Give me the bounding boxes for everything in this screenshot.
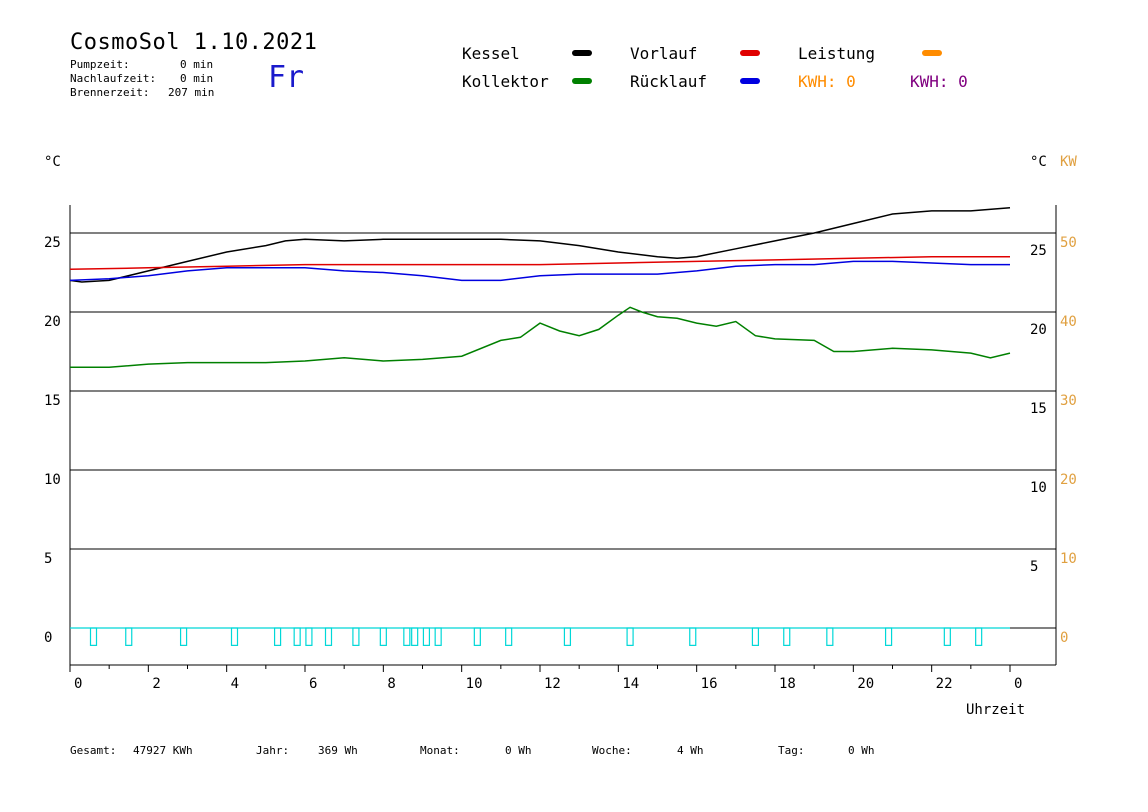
pump-pulse — [751, 627, 760, 646]
series-kollektor-line — [70, 306, 1011, 369]
x-tick-label: 16 — [701, 676, 718, 692]
nachlaufzeit-value: 0 min — [180, 72, 214, 85]
y-tick-label-left: 5 — [44, 551, 52, 567]
pump-pulse — [89, 627, 98, 646]
footer-tag-value: 0 Wh — [848, 744, 875, 757]
legend-kessel-swatch — [572, 50, 592, 56]
pump-pulse — [179, 627, 188, 646]
pump-pulse — [293, 627, 301, 646]
y-unit-right: °C — [1030, 154, 1047, 170]
pump-pulse — [943, 627, 951, 646]
pump-pulse — [689, 627, 697, 646]
series-ruecklauf-line — [69, 260, 1010, 282]
pump-pulse — [626, 627, 634, 646]
y-tick-label-kw: 50 — [1060, 235, 1077, 251]
pump-pulse — [125, 627, 133, 646]
pump-pulse — [434, 627, 442, 646]
pump-pulse — [324, 627, 333, 646]
series-kessel-line — [69, 206, 1011, 283]
x-tick-label: 8 — [387, 676, 395, 692]
pump-pulse — [826, 627, 834, 646]
legend-kollektor-swatch — [572, 78, 592, 84]
legend-leistung-swatch — [922, 50, 942, 56]
nachlaufzeit-label: Nachlaufzeit: — [70, 72, 157, 85]
x-tick-label: 22 — [936, 676, 953, 692]
footer-gesamt-value: 47927 KWh — [133, 744, 193, 757]
y-tick-label-kw: 20 — [1060, 472, 1077, 488]
pump-pulse — [273, 627, 282, 646]
y-tick-label-right: 25 — [1030, 243, 1047, 259]
y-unit-kw: KW — [1060, 154, 1077, 170]
y-tick-label-left: 0 — [44, 630, 52, 646]
x-tick-label: 0 — [74, 676, 82, 692]
footer-woche-value: 4 Wh — [677, 744, 704, 757]
page-title: CosmoSol 1.10.2021 — [70, 30, 318, 55]
x-tick-label: 18 — [779, 676, 796, 692]
y-tick-label-kw: 0 — [1060, 630, 1068, 646]
brennerzeit-label: Brennerzeit: — [70, 86, 150, 99]
brennerzeit-value: 207 min — [168, 86, 215, 99]
x-tick-label: 6 — [309, 676, 317, 692]
legend-vorlauf-swatch — [740, 50, 760, 56]
x-tick-label: 0 — [1014, 676, 1022, 692]
legend-ruecklauf-swatch — [740, 78, 760, 84]
y-tick-label-left: 25 — [44, 235, 61, 251]
y-unit-left: °C — [44, 154, 61, 170]
y-tick-label-left: 15 — [44, 393, 61, 409]
footer-tag-label: Tag: — [778, 744, 805, 757]
pump-pulse — [505, 627, 513, 646]
y-tick-label-right: 5 — [1030, 559, 1038, 575]
footer-woche-label: Woche: — [592, 744, 632, 757]
pump-pulse — [884, 627, 893, 646]
footer-monat-label: Monat: — [420, 744, 460, 757]
pumpzeit-label: Pumpzeit: — [70, 58, 130, 71]
legend-vorlauf: Vorlauf — [630, 44, 698, 63]
pump-pulse — [422, 627, 431, 646]
y-tick-label-right: 15 — [1030, 401, 1047, 417]
pump-pulse — [230, 627, 239, 646]
pump-pulse — [403, 627, 411, 646]
weekday-label: Fr — [268, 60, 305, 95]
pump-pulse — [783, 627, 791, 646]
pump-pulse — [411, 627, 419, 646]
pump-pulse — [379, 627, 387, 646]
footer-gesamt-label: Gesamt: — [70, 744, 117, 757]
legend-ruecklauf: Rücklauf — [630, 72, 708, 91]
y-tick-label-right: 20 — [1030, 322, 1047, 338]
legend-kwh-leistung: KWH: 0 — [798, 72, 856, 91]
pump-pulse — [352, 627, 360, 646]
x-tick-label: 2 — [152, 676, 160, 692]
footer-jahr-label: Jahr: — [256, 744, 290, 757]
x-tick-label: 4 — [231, 676, 239, 692]
x-tick-label: 20 — [857, 676, 874, 692]
legend-kwh-total: KWH: 0 — [910, 72, 968, 91]
legend-kollektor: Kollektor — [462, 72, 549, 91]
pump-pulse — [473, 627, 481, 646]
y-tick-label-kw: 30 — [1060, 393, 1077, 409]
y-tick-label-left: 10 — [44, 472, 61, 488]
pump-pulse — [305, 627, 313, 646]
pump-pulse — [563, 627, 572, 646]
legend-kessel: Kessel — [462, 44, 520, 63]
x-tick-label: 14 — [622, 676, 639, 692]
pump-pulse — [975, 627, 983, 646]
x-axis-label: Uhrzeit — [966, 702, 1025, 718]
footer-monat-value: 0 Wh — [505, 744, 532, 757]
pumpzeit-value: 0 min — [180, 58, 214, 71]
y-tick-label-kw: 10 — [1060, 551, 1077, 567]
y-tick-label-right: 10 — [1030, 480, 1047, 496]
footer-jahr-value: 369 Wh — [318, 744, 358, 757]
y-tick-label-kw: 40 — [1060, 314, 1077, 330]
series-vorlauf-line — [69, 255, 1010, 271]
x-tick-label: 12 — [544, 676, 561, 692]
y-tick-label-left: 20 — [44, 314, 61, 330]
x-tick-label: 10 — [466, 676, 483, 692]
legend-leistung: Leistung — [798, 44, 876, 63]
